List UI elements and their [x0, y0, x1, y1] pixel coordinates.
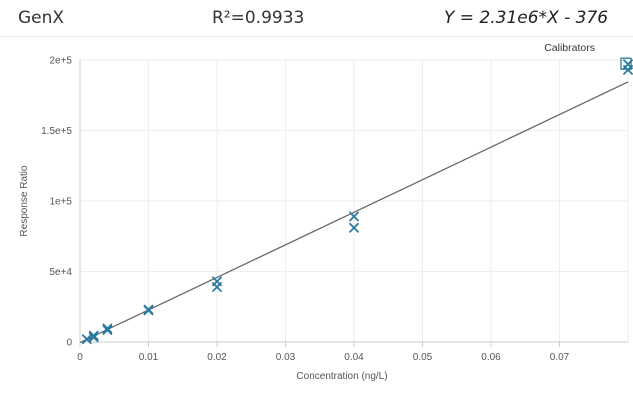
- r-squared-value: R²=0.9933: [212, 8, 305, 28]
- y-tick-label: 1.5e+5: [41, 126, 72, 137]
- legend-entry-calibrators[interactable]: Calibrators: [544, 42, 595, 54]
- regression-equation: Y = 2.31e6*X - 376: [444, 8, 609, 28]
- calibrator-point[interactable]: [102, 325, 113, 335]
- regression-line: [79, 81, 629, 344]
- chart-header: GenX R²=0.9933 Y = 2.31e6*X - 376: [0, 0, 633, 34]
- calibrator-point[interactable]: [102, 323, 113, 334]
- calibrator-point[interactable]: [88, 330, 99, 341]
- calibration-chart: 0 0.01 0.02 0.03 0.04 0.05 0.06 0.07 0 5e+4 1e+5 1.…: [19, 42, 633, 382]
- calibrator-point[interactable]: [349, 222, 359, 233]
- y-tick-label: 5e+4: [49, 267, 72, 278]
- calibrator-point[interactable]: [88, 332, 99, 343]
- x-tick-label: 0.05: [413, 352, 433, 363]
- calibrator-point[interactable]: [143, 305, 154, 316]
- calibrator-point[interactable]: [349, 211, 359, 222]
- calibrator-point[interactable]: [212, 282, 222, 292]
- x-tick-label: 0.01: [139, 352, 159, 363]
- y-tick-label: 0: [66, 338, 72, 349]
- x-tick-label: 0: [77, 352, 83, 363]
- y-tick-label: 2e+5: [49, 56, 72, 67]
- y-tick-label: 1e+5: [49, 197, 72, 208]
- x-tick-label: 0.02: [207, 352, 227, 363]
- x-tick-label: 0.03: [276, 352, 296, 363]
- y-axis-label: Response Ratio: [19, 165, 30, 237]
- calibration-chart-panel: 0 0.01 0.02 0.03 0.04 0.05 0.06 0.07 0 5e+4 1e+5 1.…: [0, 36, 633, 393]
- x-axis-label: Concentration (ng/L): [296, 371, 387, 382]
- selected-point-box[interactable]: [620, 57, 632, 70]
- x-tick-label: 0.07: [550, 352, 570, 363]
- x-tick-label: 0.06: [481, 352, 501, 363]
- x-tick-label: 0.04: [344, 352, 364, 363]
- analyte-title: GenX: [18, 8, 65, 28]
